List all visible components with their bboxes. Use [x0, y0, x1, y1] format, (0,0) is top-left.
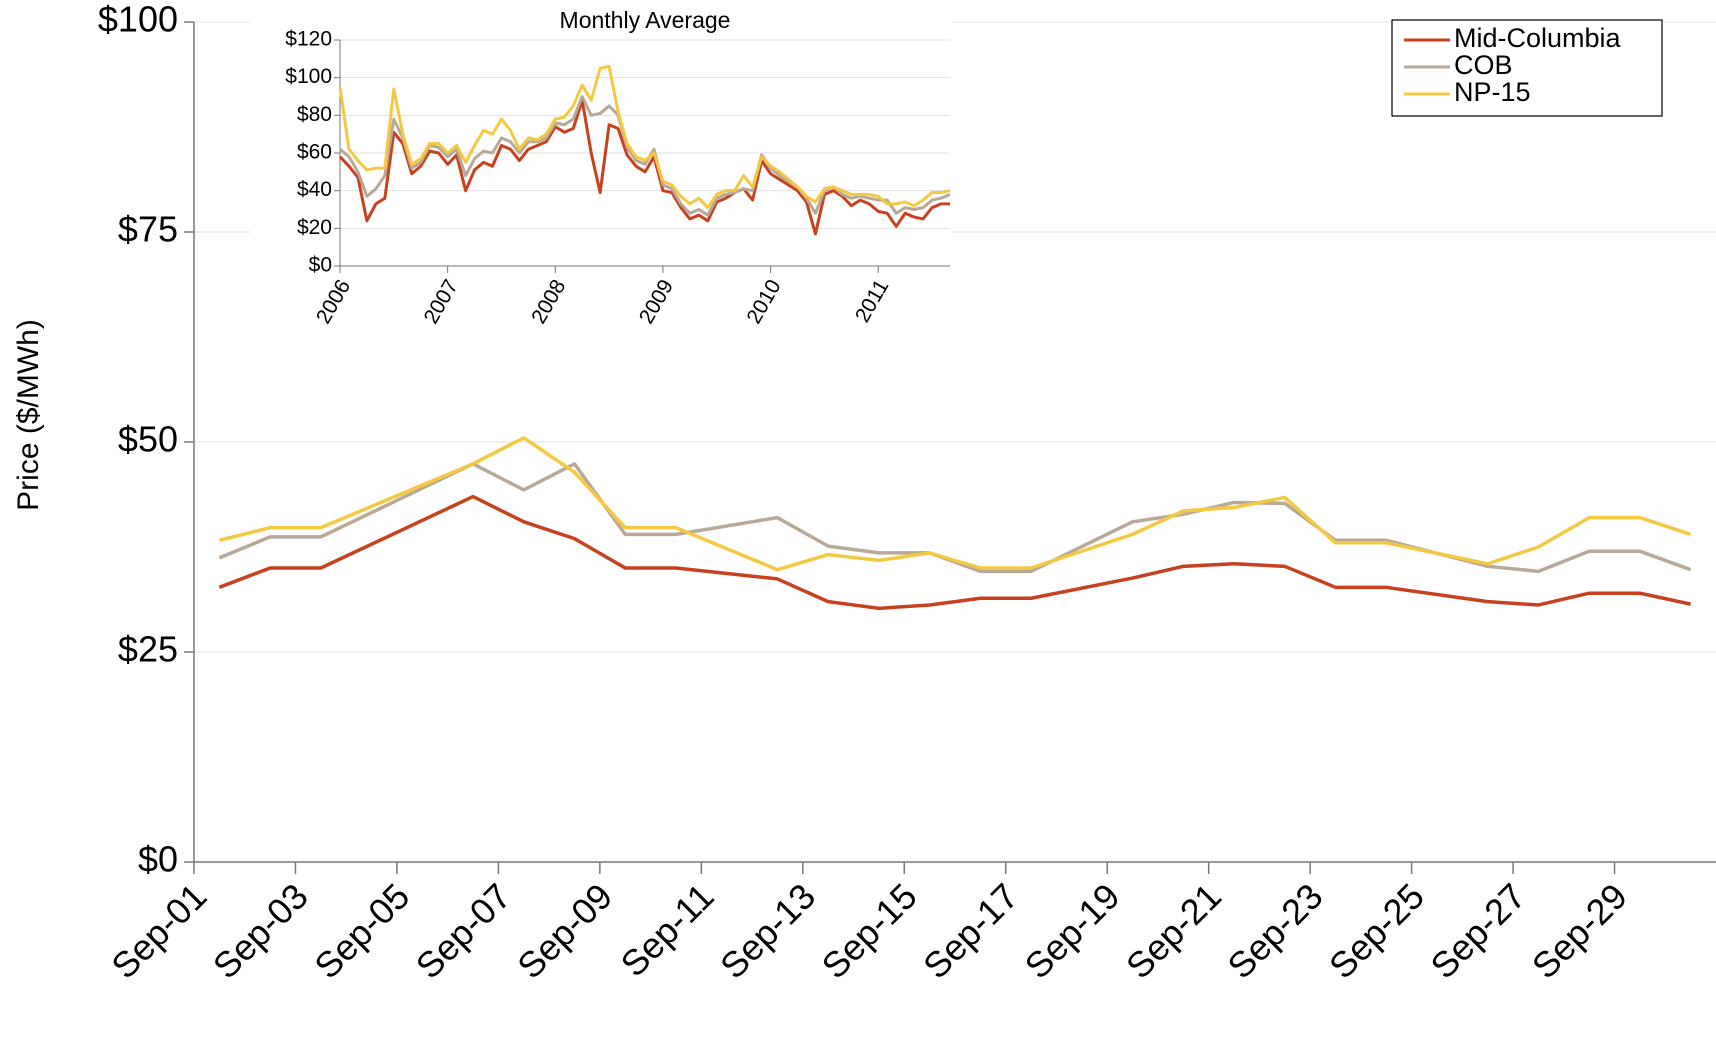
legend-label: Mid-Columbia: [1454, 23, 1622, 53]
series-line: [339, 95, 951, 217]
series-line: [218, 436, 1692, 572]
x-tick-label: Sep-03: [205, 875, 316, 986]
legend-label: COB: [1454, 50, 1513, 80]
series-line: [218, 462, 1692, 574]
x-tick-label: Sep-23: [1219, 875, 1330, 986]
x-tick-label: Sep-11: [613, 875, 722, 984]
inset-title: Monthly Average: [560, 7, 731, 33]
x-tick-label: Sep-15: [814, 875, 925, 986]
x-tick-label: Sep-19: [1017, 875, 1128, 986]
x-tick-label: Sep-27: [1422, 875, 1533, 986]
inset-y-tick-label: $80: [297, 103, 332, 126]
y-tick-label: $25: [118, 629, 178, 670]
y-tick-label: $50: [118, 419, 178, 460]
x-tick-label: Sep-01: [103, 875, 214, 986]
inset-y-tick-label: $120: [285, 28, 332, 51]
y-tick-label: $75: [118, 209, 178, 250]
x-tick-label: Sep-17: [915, 875, 1026, 986]
legend-label: NP-15: [1454, 77, 1531, 107]
x-tick-label: Sep-09: [509, 875, 620, 986]
inset-y-tick-label: $60: [297, 141, 332, 164]
inset-y-tick-label: $100: [285, 65, 332, 88]
series-line: [338, 64, 951, 210]
x-tick-label: Sep-25: [1321, 875, 1432, 986]
x-tick-label: Sep-07: [408, 875, 519, 986]
inset-y-tick-label: $40: [297, 178, 332, 201]
series-line: [218, 494, 1691, 611]
x-tick-label: Sep-29: [1524, 875, 1635, 986]
series-line: [338, 98, 950, 236]
y-axis-title: Price ($/MWh): [12, 319, 45, 511]
inset-y-tick-label: $20: [297, 216, 332, 239]
x-tick-label: Sep-13: [712, 875, 823, 986]
x-tick-label: Sep-21: [1118, 875, 1229, 986]
inset-y-tick-label: $0: [309, 254, 332, 277]
y-tick-label: $100: [98, 0, 178, 40]
x-tick-label: Sep-05: [306, 875, 417, 986]
y-tick-label: $0: [138, 839, 178, 880]
